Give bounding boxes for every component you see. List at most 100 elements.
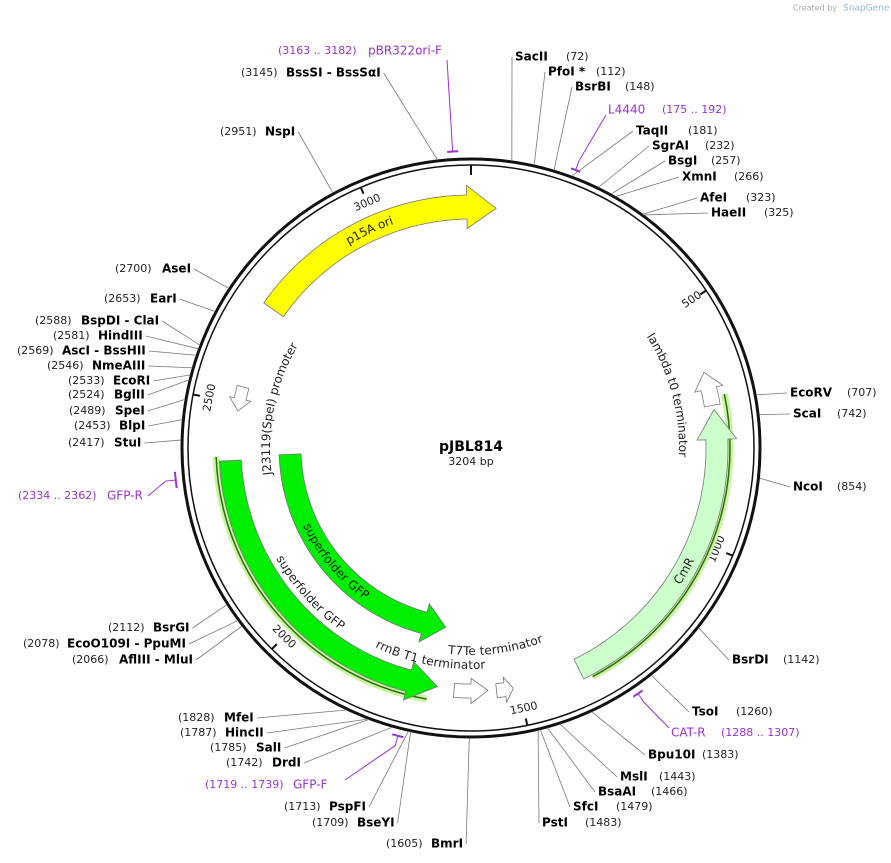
backbone-outer [180, 157, 762, 739]
site-position: (1260) [736, 705, 773, 718]
site-position: (1785) [210, 741, 247, 754]
site-leader [537, 730, 540, 824]
site-name: XmnI [682, 170, 717, 184]
site-position: (1142) [783, 653, 820, 666]
primer-leader [637, 693, 670, 729]
site-leader [161, 320, 201, 346]
site-leader [144, 439, 182, 444]
site-position: (2569) [17, 344, 54, 357]
site-position: (232) [705, 139, 735, 152]
site-leader [284, 719, 370, 749]
site-position: (2417) [68, 436, 105, 449]
primer-leader [575, 114, 607, 171]
brand: SnapGene [843, 4, 890, 14]
site-leader [533, 71, 546, 166]
tick-label: 500 [679, 288, 704, 310]
site-position: (72) [566, 50, 589, 63]
site-position: (1483) [585, 816, 622, 829]
feature-arrow [263, 184, 497, 318]
site-name: MslI [620, 770, 648, 784]
site-position: (1466) [651, 785, 688, 798]
primer-name: L4440 [608, 103, 645, 117]
site-name: HindIII [98, 329, 143, 343]
primer-leader [147, 479, 176, 497]
site-position: (2588) [35, 314, 72, 327]
site-name: ScaI [793, 407, 821, 421]
site-name: NcoI [793, 480, 823, 494]
site-leader [559, 723, 618, 778]
site-name: StuI [114, 436, 141, 450]
site-leader [547, 727, 596, 793]
feature-arrow [694, 371, 724, 408]
feature-arrow [495, 675, 514, 704]
site-leader [650, 674, 690, 713]
feature-arrow [278, 453, 447, 643]
feature-label: lambda t0 terminator [644, 330, 690, 457]
site-name: AflIII - MluI [119, 653, 193, 667]
site-name: SalI [256, 741, 281, 755]
site-position: (257) [711, 154, 741, 167]
site-leader [188, 620, 239, 645]
binding-line [215, 456, 427, 700]
site-name: MfeI [224, 711, 254, 725]
site-position: (323) [746, 191, 776, 204]
site-position: (1479) [616, 800, 653, 813]
site-name: NmeAIII [92, 359, 145, 373]
site-leader [179, 298, 216, 312]
site-leader [642, 197, 698, 215]
site-leader [756, 392, 788, 396]
primer-site [632, 689, 644, 698]
primer-name: CAT-R [671, 726, 706, 740]
site-position: (1828) [178, 711, 215, 724]
site-name: SacII [515, 50, 548, 64]
credit: Created by [793, 4, 837, 13]
site-leader [153, 374, 191, 382]
site-leader [147, 398, 186, 412]
site-position: (2951) [220, 125, 257, 138]
site-leader [368, 730, 409, 808]
feature-arrow [573, 408, 738, 680]
tick-mark [699, 289, 707, 296]
site-name: BsrDI [732, 653, 769, 667]
site-position: (1443) [659, 770, 696, 783]
site-name: HincII [225, 726, 264, 740]
site-name: BssSI - BssSαI [286, 66, 381, 80]
site-position: (3145) [241, 66, 278, 79]
primer-range: (1288 .. 1307) [721, 726, 800, 739]
site-position: (266) [734, 170, 764, 183]
primer-range: (1719 .. 1739) [205, 778, 284, 791]
site-leader [553, 86, 573, 171]
tick-mark [192, 393, 201, 397]
site-name: EcoRV [790, 386, 833, 400]
primer-range: (2334 .. 2362) [18, 489, 97, 502]
site-name: HaeII [711, 206, 746, 220]
site-position: (2524) [68, 388, 105, 401]
site-leader [148, 365, 193, 369]
site-leader [759, 413, 791, 415]
tick-mark [725, 552, 734, 557]
site-leader [256, 709, 347, 719]
site-leader [193, 268, 230, 289]
site-leader [145, 335, 199, 350]
site-position: (2533) [68, 374, 105, 387]
primer-name: GFP-F [293, 778, 328, 792]
site-leader [297, 131, 334, 194]
site-position: (707) [847, 386, 877, 399]
site-position: (1713) [284, 800, 321, 813]
primer-name: pBR322ori-F [368, 44, 442, 58]
site-position: (2489) [69, 404, 106, 417]
site-position: (1605) [386, 837, 423, 850]
site-name: BsaAI [598, 785, 636, 799]
site-leader [147, 379, 190, 396]
site-leader [195, 625, 243, 661]
site-position: (854) [837, 480, 867, 493]
primer-range: (175 .. 192) [662, 103, 727, 116]
site-name: BseYI [357, 816, 395, 830]
plasmid-name: pJBL814 [439, 439, 503, 455]
tick-label: 3000 [352, 191, 383, 214]
tick-mark [524, 718, 529, 726]
tick-label: 2500 [200, 383, 218, 413]
site-position: (1787) [180, 726, 217, 739]
feature-arrow [453, 677, 489, 705]
site-leader [397, 731, 411, 824]
